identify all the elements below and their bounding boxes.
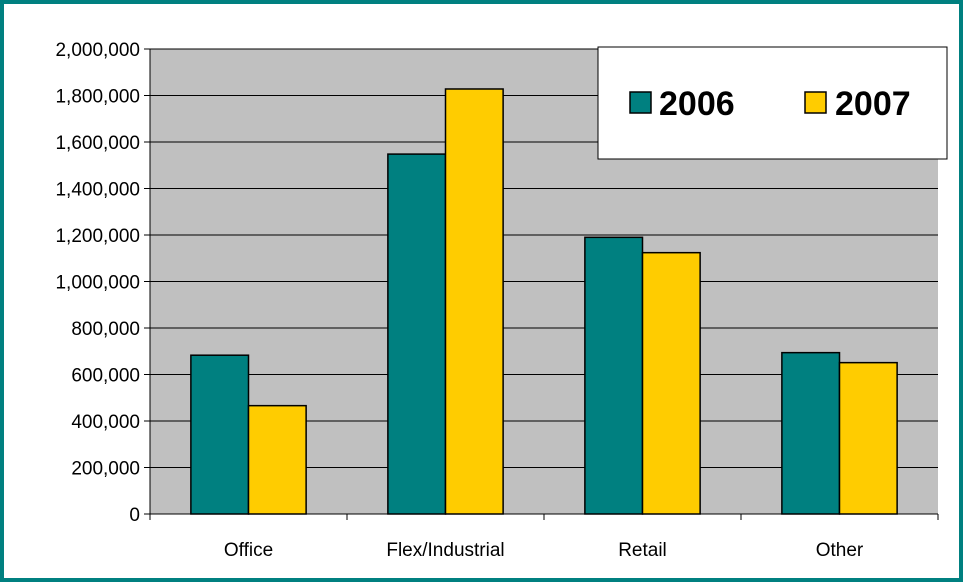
y-tick-label: 800,000 xyxy=(71,319,140,340)
x-tick-label: Other xyxy=(816,540,864,561)
y-tick-label: 1,800,000 xyxy=(55,87,140,108)
y-tick-label: 1,400,000 xyxy=(55,180,140,201)
bar-office-2007 xyxy=(247,404,307,515)
bar-office-2006 xyxy=(190,354,250,515)
x-axis-ticks: Office Flex/Industrial Retail Other xyxy=(224,540,864,561)
legend: 2006 2007 xyxy=(597,46,948,160)
x-tick-label: Flex/Industrial xyxy=(386,540,504,561)
bar-chart: 0 200,000 400,000 600,000 800,000 1,000,000 1,… xyxy=(55,40,948,561)
legend-swatch-2007 xyxy=(804,91,827,114)
y-tick-label: 0 xyxy=(129,505,140,526)
axes xyxy=(144,48,939,520)
x-tick-label: Retail xyxy=(618,540,667,561)
bar-flex-industrial-2006 xyxy=(387,153,447,515)
y-tick-label: 2,000,000 xyxy=(55,40,140,61)
legend-label-2006: 2006 xyxy=(659,85,735,123)
bar-other-2007 xyxy=(838,361,898,515)
y-tick-label: 200,000 xyxy=(71,459,140,480)
bar-retail-2007 xyxy=(641,251,701,515)
bar-flex-industrial-2007 xyxy=(444,88,504,515)
x-tick-label: Office xyxy=(224,540,273,561)
y-axis-ticks: 0 200,000 400,000 600,000 800,000 1,000,000 1,… xyxy=(55,40,140,526)
bar-retail-2006 xyxy=(584,236,644,515)
bars xyxy=(190,88,898,515)
y-tick-label: 1,000,000 xyxy=(55,273,140,294)
y-tick-label: 600,000 xyxy=(71,366,140,387)
legend-swatch-2006 xyxy=(629,91,652,114)
legend-label-2007: 2007 xyxy=(835,85,911,123)
legend-box xyxy=(597,46,948,160)
y-tick-label: 1,600,000 xyxy=(55,133,140,154)
y-tick-label: 1,200,000 xyxy=(55,226,140,247)
y-tick-label: 400,000 xyxy=(71,412,140,433)
bar-other-2006 xyxy=(781,351,841,515)
